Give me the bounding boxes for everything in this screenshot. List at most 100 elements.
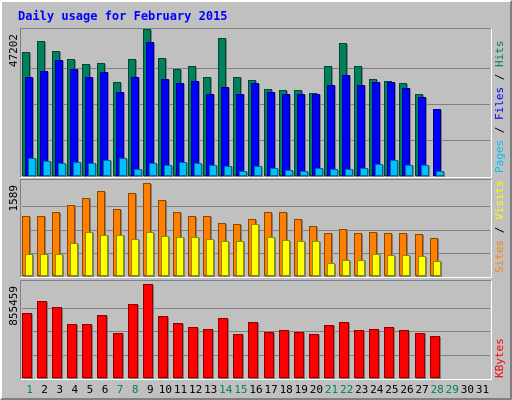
legend-entry: Sites xyxy=(493,240,506,273)
bar-sites-day-14 xyxy=(221,241,229,276)
x-tick-label: 31 xyxy=(476,383,489,396)
legend-panel2: Sites / Visits xyxy=(493,180,506,273)
x-tick-label: 13 xyxy=(204,383,217,396)
bar-kbytes-day-2 xyxy=(37,301,47,378)
bar-sites-day-21 xyxy=(327,263,335,276)
bar-kbytes-day-27 xyxy=(415,333,425,378)
bar-kbytes-day-7 xyxy=(113,333,123,378)
bar-sites-day-23 xyxy=(357,260,365,276)
bar-pages-day-18 xyxy=(285,170,293,176)
bar-pages-day-21 xyxy=(330,169,338,176)
bar-pages-day-23 xyxy=(360,168,368,176)
bar-files-day-13 xyxy=(206,94,214,176)
bar-pages-day-11 xyxy=(179,162,187,176)
panel-kbytes: 855459 xyxy=(7,280,492,380)
bar-pages-day-7 xyxy=(119,158,127,176)
bar-kbytes-day-19 xyxy=(294,332,304,378)
bar-pages-day-26 xyxy=(405,165,413,176)
x-tick-label: 12 xyxy=(189,383,202,396)
bar-sites-day-27 xyxy=(418,256,426,276)
bar-files-day-8 xyxy=(131,77,139,176)
legend-entry: / xyxy=(493,220,506,240)
series-pages xyxy=(28,158,445,177)
bar-files-day-11 xyxy=(176,83,184,176)
bar-files-day-26 xyxy=(402,88,410,176)
bar-pages-day-27 xyxy=(421,165,429,176)
bar-pages-day-8 xyxy=(134,169,142,176)
panel-visits: 1589 xyxy=(7,179,492,278)
x-tick-label: 20 xyxy=(310,383,323,396)
bar-files-day-15 xyxy=(236,94,244,176)
bar-files-day-19 xyxy=(297,94,305,176)
legend-panel3: KBytes xyxy=(493,338,506,378)
bar-pages-day-28 xyxy=(436,171,444,176)
bar-sites-day-26 xyxy=(402,255,410,276)
bar-kbytes-day-26 xyxy=(399,330,409,378)
x-tick-label: 21 xyxy=(325,383,338,396)
x-tick-label: 1 xyxy=(26,383,33,396)
legend-entry: Files xyxy=(493,87,506,120)
x-tick-label: 24 xyxy=(370,383,384,396)
bar-pages-day-22 xyxy=(345,169,353,176)
bar-kbytes-day-28 xyxy=(430,336,440,378)
bar-files-day-3 xyxy=(55,60,63,176)
bar-sites-day-7 xyxy=(116,235,124,276)
y-max-label-kbytes: 855459 xyxy=(7,286,20,326)
bar-kbytes-day-6 xyxy=(97,315,107,378)
bar-files-day-27 xyxy=(418,97,426,176)
x-tick-label: 3 xyxy=(56,383,63,396)
bar-kbytes-day-3 xyxy=(52,307,62,378)
x-tick-label: 25 xyxy=(385,383,398,396)
bar-pages-day-20 xyxy=(315,168,323,176)
panels: 47202 1589 855459 xyxy=(7,28,492,380)
x-axis-labels: 1 2 3 4 5 6 7 8 9 10 11 12 13 14 15 16 17 18 19 20 21 22 23 24 2… xyxy=(26,383,489,396)
bar-sites-day-15 xyxy=(236,241,244,276)
bar-kbytes-day-10 xyxy=(158,316,168,378)
x-tick-label: 11 xyxy=(174,383,187,396)
bar-files-day-4 xyxy=(70,69,78,176)
legend-entry: / xyxy=(493,120,506,140)
bar-kbytes-day-15 xyxy=(233,334,243,378)
bar-pages-day-24 xyxy=(375,164,383,176)
bar-pages-day-12 xyxy=(194,163,202,176)
bar-pages-day-4 xyxy=(73,162,81,176)
panel-usage: 47202 xyxy=(7,28,492,178)
bar-files-day-20 xyxy=(312,94,320,176)
bar-pages-day-19 xyxy=(300,171,308,176)
bar-files-day-9 xyxy=(146,42,154,176)
x-tick-label: 10 xyxy=(159,383,172,396)
bar-kbytes-day-22 xyxy=(339,322,349,378)
bar-pages-day-16 xyxy=(254,166,262,176)
bar-files-day-17 xyxy=(267,92,275,176)
bar-files-day-23 xyxy=(357,85,365,176)
bar-pages-day-25 xyxy=(390,160,398,176)
x-tick-label: 30 xyxy=(461,383,474,396)
x-tick-label: 2 xyxy=(41,383,48,396)
bar-files-day-14 xyxy=(221,87,229,176)
bar-pages-day-6 xyxy=(103,160,111,176)
legend-entry: Hits xyxy=(493,41,506,68)
x-tick-label: 17 xyxy=(264,383,277,396)
bar-files-day-24 xyxy=(372,82,380,176)
bar-kbytes-day-8 xyxy=(128,304,138,378)
bar-kbytes-day-5 xyxy=(82,324,92,378)
x-tick-label: 29 xyxy=(446,383,459,396)
legends: Pages / Files / Hits Sites / Visits KBytes xyxy=(493,41,506,379)
x-tick-label: 28 xyxy=(431,383,444,396)
bar-files-day-10 xyxy=(161,79,169,176)
bar-sites-day-9 xyxy=(146,232,154,276)
bar-pages-day-13 xyxy=(209,165,217,176)
chart-title: Daily usage for February 2015 xyxy=(18,9,228,23)
bar-sites-day-11 xyxy=(176,237,184,276)
x-tick-label: 8 xyxy=(132,383,139,396)
bar-sites-day-22 xyxy=(342,260,350,276)
x-tick-label: 23 xyxy=(355,383,368,396)
bar-sites-day-4 xyxy=(70,243,78,276)
legend-entry: / xyxy=(493,67,506,87)
bar-sites-day-16 xyxy=(251,224,259,276)
bar-pages-day-15 xyxy=(239,171,247,176)
legend-panel1: Pages / Files / Hits xyxy=(493,41,506,174)
bar-kbytes-day-4 xyxy=(67,324,77,378)
x-tick-label: 26 xyxy=(400,383,413,396)
series-kbytes xyxy=(22,284,441,379)
